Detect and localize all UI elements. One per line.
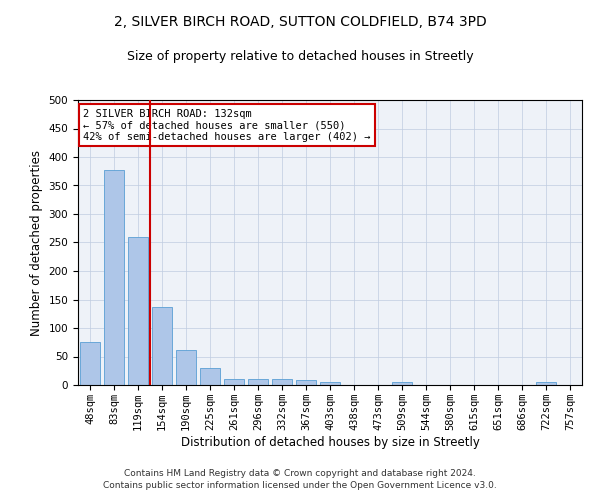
Bar	[248, 378, 268, 385]
X-axis label: Distribution of detached houses by size in Streetly: Distribution of detached houses by size …	[181, 436, 479, 448]
Bar	[152, 308, 172, 385]
Text: Contains HM Land Registry data © Crown copyright and database right 2024.
Contai: Contains HM Land Registry data © Crown c…	[103, 468, 497, 490]
Bar	[104, 170, 124, 385]
Text: 2, SILVER BIRCH ROAD, SUTTON COLDFIELD, B74 3PD: 2, SILVER BIRCH ROAD, SUTTON COLDFIELD, …	[113, 15, 487, 29]
Bar	[320, 382, 340, 385]
Bar	[200, 368, 220, 385]
Bar	[392, 382, 412, 385]
Bar	[296, 380, 316, 385]
Bar	[176, 350, 196, 385]
Bar	[128, 238, 148, 385]
Text: 2 SILVER BIRCH ROAD: 132sqm
← 57% of detached houses are smaller (550)
42% of se: 2 SILVER BIRCH ROAD: 132sqm ← 57% of det…	[83, 108, 371, 142]
Bar	[272, 378, 292, 385]
Bar	[536, 382, 556, 385]
Bar	[80, 342, 100, 385]
Bar	[224, 378, 244, 385]
Y-axis label: Number of detached properties: Number of detached properties	[30, 150, 43, 336]
Text: Size of property relative to detached houses in Streetly: Size of property relative to detached ho…	[127, 50, 473, 63]
